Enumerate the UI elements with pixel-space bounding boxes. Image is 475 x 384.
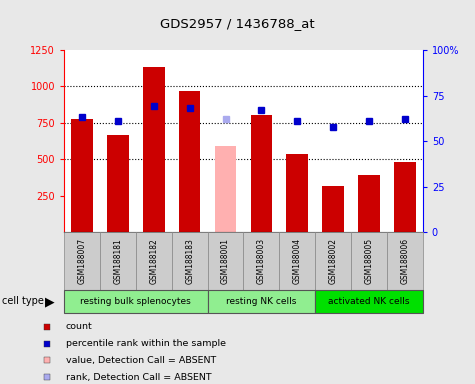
Text: count: count bbox=[66, 323, 93, 331]
Bar bbox=[394, 162, 416, 232]
Text: GSM188004: GSM188004 bbox=[293, 238, 302, 284]
Text: activated NK cells: activated NK cells bbox=[328, 297, 410, 306]
Text: cell type: cell type bbox=[2, 296, 44, 306]
Bar bbox=[251, 115, 272, 232]
Bar bbox=[100, 232, 136, 290]
Text: GSM188002: GSM188002 bbox=[329, 238, 338, 284]
Bar bbox=[351, 232, 387, 290]
Bar bbox=[286, 154, 308, 232]
Text: GSM188001: GSM188001 bbox=[221, 238, 230, 284]
Text: GSM188005: GSM188005 bbox=[364, 238, 373, 284]
Text: GSM188006: GSM188006 bbox=[400, 238, 409, 284]
Bar bbox=[215, 146, 236, 232]
Text: resting bulk splenocytes: resting bulk splenocytes bbox=[80, 297, 191, 306]
Text: GSM188181: GSM188181 bbox=[114, 238, 123, 284]
Text: resting NK cells: resting NK cells bbox=[226, 297, 296, 306]
Text: value, Detection Call = ABSENT: value, Detection Call = ABSENT bbox=[66, 356, 216, 365]
Text: percentile rank within the sample: percentile rank within the sample bbox=[66, 339, 226, 348]
Bar bbox=[315, 290, 423, 313]
Bar bbox=[64, 290, 208, 313]
Bar bbox=[315, 232, 351, 290]
Bar bbox=[64, 232, 100, 290]
Text: rank, Detection Call = ABSENT: rank, Detection Call = ABSENT bbox=[66, 373, 211, 382]
Bar bbox=[279, 232, 315, 290]
Bar bbox=[208, 232, 244, 290]
Text: ▶: ▶ bbox=[45, 295, 54, 308]
Bar bbox=[71, 119, 93, 232]
Bar bbox=[244, 232, 279, 290]
Bar bbox=[387, 232, 423, 290]
Bar bbox=[179, 91, 200, 232]
Text: GSM188183: GSM188183 bbox=[185, 238, 194, 284]
Bar bbox=[107, 135, 129, 232]
Bar bbox=[323, 186, 344, 232]
Text: GSM188003: GSM188003 bbox=[257, 238, 266, 284]
Bar bbox=[172, 232, 208, 290]
Text: GDS2957 / 1436788_at: GDS2957 / 1436788_at bbox=[160, 17, 315, 30]
Bar bbox=[208, 290, 315, 313]
Text: GSM188007: GSM188007 bbox=[77, 238, 86, 284]
Bar bbox=[136, 232, 172, 290]
Bar bbox=[143, 68, 164, 232]
Text: GSM188182: GSM188182 bbox=[149, 238, 158, 284]
Bar bbox=[358, 175, 380, 232]
